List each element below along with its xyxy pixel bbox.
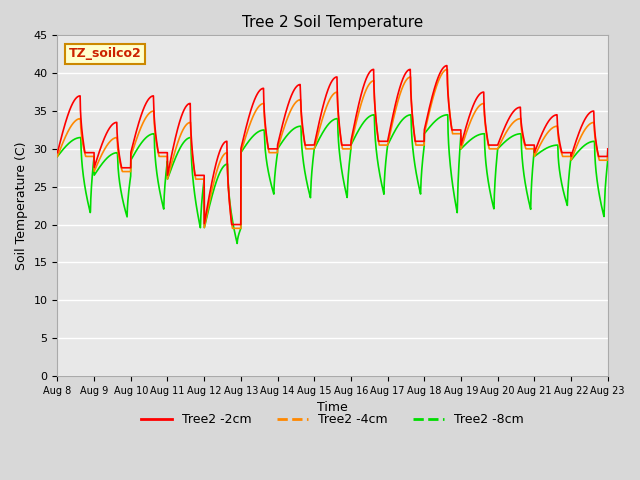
Y-axis label: Soil Temperature (C): Soil Temperature (C) (15, 142, 28, 270)
X-axis label: Time: Time (317, 401, 348, 414)
Text: TZ_soilco2: TZ_soilco2 (68, 48, 141, 60)
Title: Tree 2 Soil Temperature: Tree 2 Soil Temperature (242, 15, 423, 30)
Legend: Tree2 -2cm, Tree2 -4cm, Tree2 -8cm: Tree2 -2cm, Tree2 -4cm, Tree2 -8cm (136, 408, 529, 431)
